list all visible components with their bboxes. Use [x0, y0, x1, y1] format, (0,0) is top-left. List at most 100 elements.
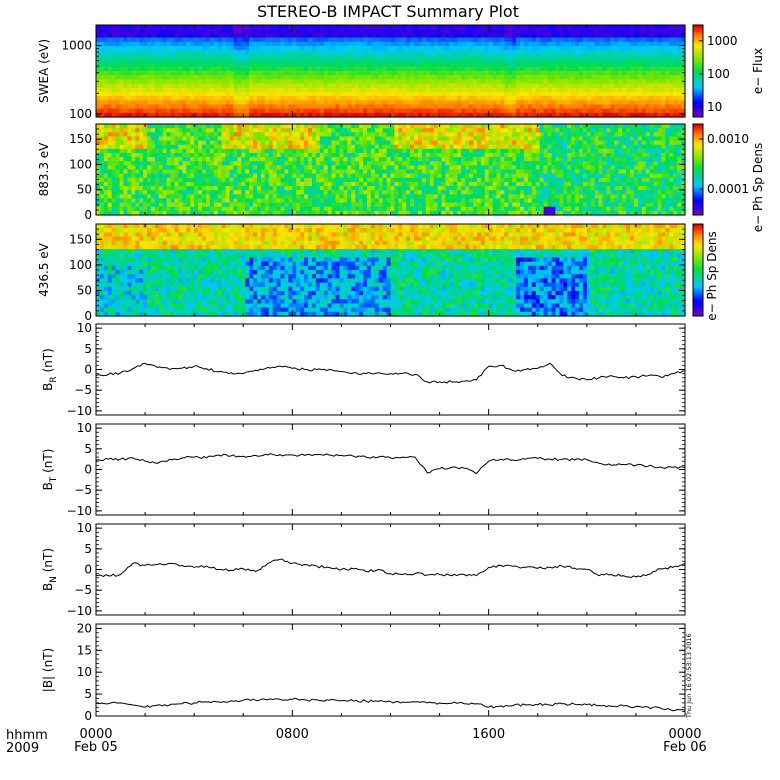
heatmap-cell — [653, 50, 659, 55]
heatmap-cell — [414, 108, 419, 114]
heatmap-cell — [139, 132, 144, 138]
heatmap-cell — [598, 71, 604, 76]
heatmap-cell — [194, 140, 199, 146]
heatmap-cell — [229, 54, 235, 60]
heatmap-cell — [555, 54, 560, 60]
heatmap-cell — [190, 45, 195, 51]
heatmap-cell — [119, 157, 125, 162]
heatmap-cell — [382, 66, 388, 72]
heatmap-cell — [158, 177, 164, 183]
heatmap-cell — [253, 33, 258, 39]
heatmap-cell — [319, 41, 325, 47]
heatmap-cell — [284, 96, 290, 101]
heatmap-cell — [300, 45, 305, 51]
heatmap-cell — [394, 29, 399, 34]
heatmap-cell — [292, 165, 297, 171]
heatmap-cell — [233, 177, 238, 183]
heatmap-cell — [359, 112, 364, 118]
heatmap-cell — [610, 75, 615, 80]
heatmap-cell — [119, 124, 125, 129]
heatmap-cell — [139, 45, 144, 51]
heatmap-cell — [598, 96, 604, 101]
heatmap-cell — [194, 181, 199, 187]
heatmap-cell — [162, 54, 168, 60]
heatmap-cell — [390, 41, 396, 47]
heatmap-cell — [535, 100, 541, 106]
heatmap-cell — [292, 104, 297, 110]
heatmap-cell — [264, 194, 270, 200]
heatmap-cell — [308, 25, 313, 30]
heatmap-cell — [610, 112, 615, 118]
heatmap-cell — [319, 50, 325, 55]
heatmap-cell — [339, 186, 344, 191]
heatmap-cell — [665, 37, 670, 43]
heatmap-cell — [343, 83, 348, 89]
heatmap-cell — [260, 37, 266, 43]
heatmap-cell — [174, 79, 180, 85]
heatmap-cell — [162, 108, 168, 114]
heatmap-cell — [276, 124, 282, 129]
heatmap-cell — [433, 83, 439, 89]
heatmap-cell — [264, 210, 270, 216]
heatmap-cell — [366, 104, 372, 110]
heatmap-cell — [347, 91, 352, 97]
heatmap-cell — [355, 157, 360, 162]
heatmap-cell — [147, 45, 152, 51]
heatmap-cell — [221, 206, 227, 212]
heatmap-cell — [253, 54, 258, 60]
heatmap-cell — [127, 71, 132, 76]
heatmap-cell — [626, 41, 631, 47]
heatmap-cell — [178, 181, 183, 187]
heatmap-cell — [213, 152, 219, 158]
heatmap-cell — [209, 75, 215, 80]
heatmap-cell — [256, 165, 262, 171]
heatmap-cell — [343, 87, 348, 93]
heatmap-cell — [437, 75, 443, 80]
heatmap-cell — [590, 96, 596, 101]
heatmap-cell — [370, 66, 376, 72]
heatmap-cell — [441, 104, 447, 110]
heatmap-cell — [527, 29, 533, 34]
heatmap-cell — [147, 169, 152, 175]
heatmap-cell — [433, 87, 439, 93]
heatmap-cell — [131, 112, 136, 118]
heatmap-cell — [327, 108, 333, 114]
heatmap-cell — [170, 71, 176, 76]
heatmap-cell — [602, 112, 608, 118]
heatmap-cell — [96, 198, 101, 204]
heatmap-cell — [630, 25, 635, 30]
heatmap-cell — [272, 71, 278, 76]
heatmap-cell — [311, 108, 317, 114]
heatmap-cell — [241, 148, 246, 154]
heatmap-cell — [429, 79, 435, 85]
heatmap-cell — [284, 157, 290, 162]
heatmap-cell — [586, 50, 592, 55]
heatmap-cell — [480, 50, 486, 55]
heatmap-cell — [166, 87, 172, 93]
heatmap-cell — [366, 169, 372, 175]
heatmap-cell — [402, 91, 407, 97]
heatmap-cell — [245, 177, 250, 183]
heatmap-cell — [673, 91, 678, 97]
heatmap-cell — [355, 161, 360, 166]
heatmap-cell — [296, 148, 301, 154]
heatmap-cell — [315, 169, 321, 175]
heatmap-cell — [213, 169, 219, 175]
heatmap-cell — [527, 33, 533, 39]
heatmap-cell — [406, 29, 411, 34]
heatmap-cell — [300, 132, 305, 138]
heatmap-cell — [323, 177, 329, 183]
heatmap-cell — [264, 75, 270, 80]
heatmap-cell — [194, 206, 199, 212]
heatmap-cell — [143, 71, 148, 76]
heatmap-cell — [111, 210, 117, 216]
heatmap-cell — [241, 54, 246, 60]
heatmap-cell — [370, 91, 376, 97]
heatmap-cell — [520, 104, 525, 110]
heatmap-cell — [311, 29, 317, 34]
heatmap-cell — [441, 83, 447, 89]
heatmap-cell — [315, 37, 321, 43]
heatmap-cell — [323, 96, 329, 101]
heatmap-cell — [492, 87, 498, 93]
heatmap-cell — [253, 144, 258, 150]
